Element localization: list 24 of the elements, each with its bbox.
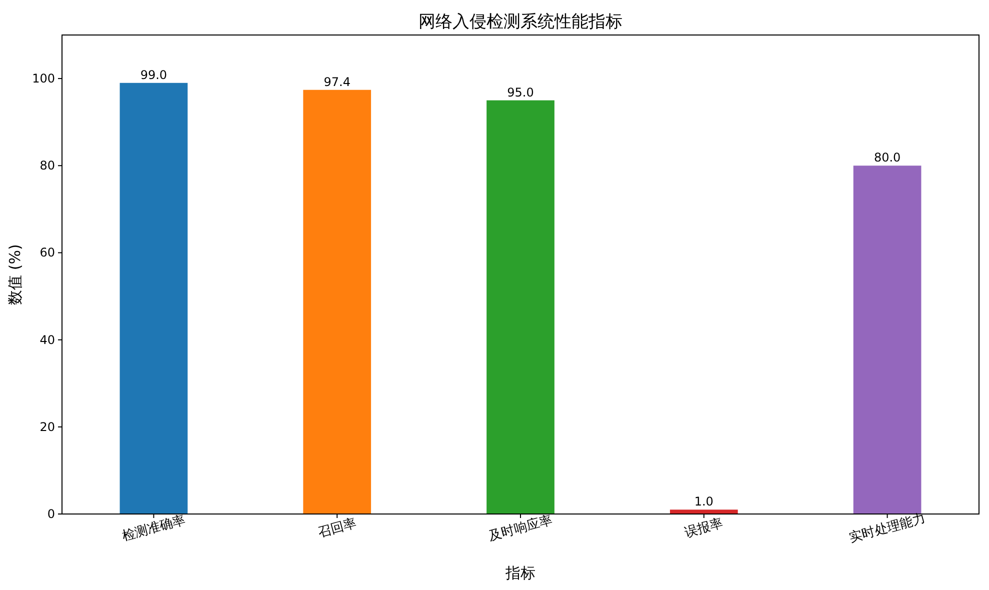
bar	[120, 82, 188, 514]
data-label: 97.4	[324, 74, 350, 89]
bar	[486, 100, 554, 514]
y-tick-label: 60	[40, 246, 55, 260]
chart-title: 网络入侵检测系统性能指标	[418, 12, 622, 32]
y-tick-label: 80	[40, 158, 55, 173]
x-tick-label: 及时响应率	[487, 512, 554, 544]
y-axis-title: 数值 (%)	[6, 244, 24, 305]
x-axis-title: 指标	[504, 564, 536, 582]
x-tick-label: 实时处理能力	[848, 511, 928, 546]
data-label: 99.0	[140, 68, 168, 82]
y-tick-label: 20	[40, 420, 55, 434]
y-tick-label: 0	[47, 507, 55, 521]
x-tick-label: 召回率	[316, 515, 358, 541]
x-tick-label: 误报率	[682, 515, 725, 541]
data-label: 80.0	[874, 150, 901, 165]
data-label: 95.0	[507, 85, 534, 100]
y-tick-label: 100	[32, 72, 55, 86]
bar	[303, 90, 372, 514]
y-tick-label: 40	[40, 332, 55, 347]
data-label: 1.0	[694, 494, 714, 509]
bar	[670, 510, 738, 514]
x-tick-label: 检测准确率	[120, 512, 188, 544]
bar	[853, 166, 922, 514]
